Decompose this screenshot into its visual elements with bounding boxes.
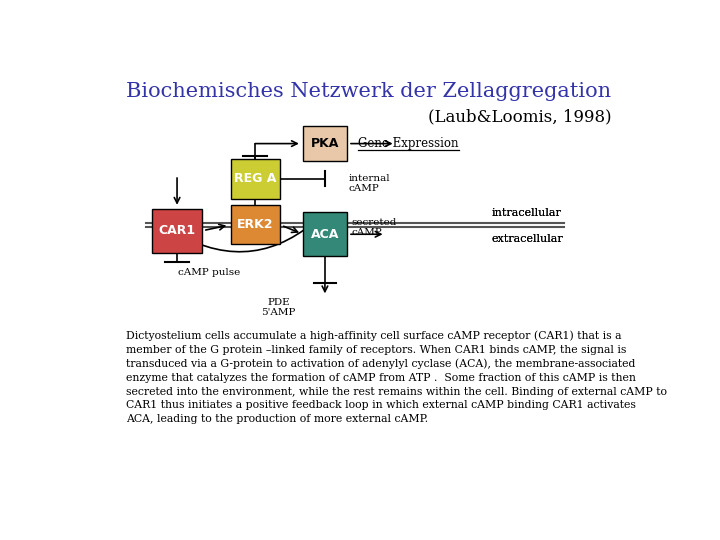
Text: Dictyostelium cells accumulate a high-affinity cell surface cAMP receptor (CAR1): Dictyostelium cells accumulate a high-af… (126, 331, 667, 424)
Text: (Laub&Loomis, 1998): (Laub&Loomis, 1998) (428, 109, 611, 125)
Text: intracellular: intracellular (492, 208, 562, 218)
Text: cAMP pulse: cAMP pulse (178, 268, 240, 277)
Text: internal
cAMP: internal cAMP (348, 173, 390, 193)
FancyBboxPatch shape (303, 126, 347, 161)
Text: intracellular: intracellular (492, 208, 562, 218)
FancyBboxPatch shape (303, 212, 347, 256)
Text: Biochemisches Netzwerk der Zellaggregation: Biochemisches Netzwerk der Zellaggregati… (127, 82, 611, 102)
Text: Gene Expression: Gene Expression (358, 137, 459, 150)
Text: CAR1: CAR1 (158, 225, 196, 238)
FancyBboxPatch shape (230, 205, 279, 245)
Text: extracellular: extracellular (492, 234, 564, 245)
Text: ERK2: ERK2 (237, 218, 274, 231)
Text: PKA: PKA (311, 137, 339, 150)
Text: ACA: ACA (311, 228, 339, 241)
FancyBboxPatch shape (153, 209, 202, 253)
Text: extracellular: extracellular (492, 234, 564, 245)
Text: PDE
5'AMP: PDE 5'AMP (261, 298, 296, 317)
FancyBboxPatch shape (230, 159, 279, 199)
Text: secreted
cAMP: secreted cAMP (351, 218, 397, 238)
Text: REG A: REG A (234, 172, 276, 185)
